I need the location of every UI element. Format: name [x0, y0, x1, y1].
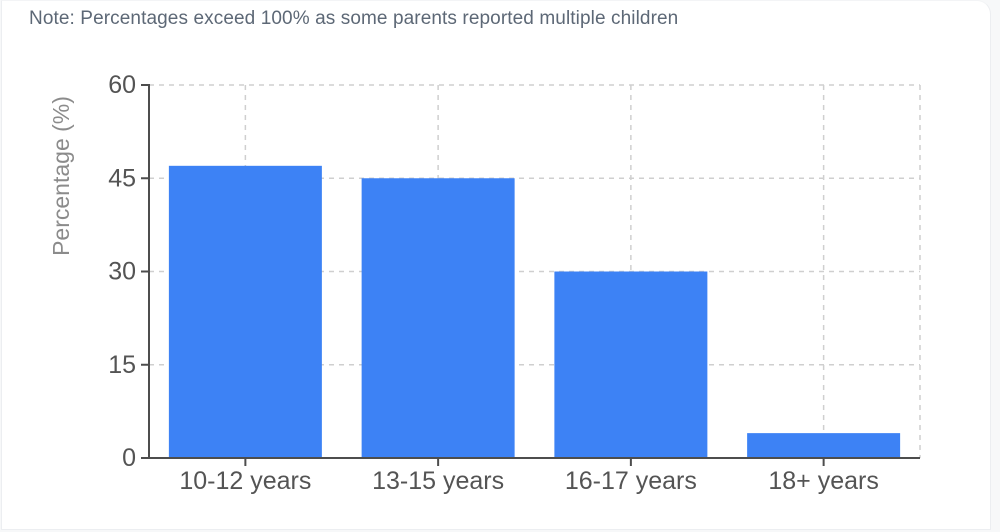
y-tick-label-45: 45: [108, 164, 136, 192]
chart-note: Note: Percentages exceed 100% as some pa…: [29, 8, 679, 29]
x-tick-label-16-17-years: 16-17 years: [565, 467, 697, 495]
bar-10-12-years: [168, 165, 322, 459]
y-tick-label-15: 15: [108, 351, 136, 379]
bar-18-years: [747, 433, 901, 458]
bar-13-15-years: [361, 178, 515, 458]
y-axis-title: Percentage (%): [48, 96, 74, 256]
y-tick-label-60: 60: [108, 71, 136, 99]
x-tick-label-13-15-years: 13-15 years: [372, 467, 504, 495]
y-tick-label-30: 30: [108, 258, 136, 286]
x-tick-label-10-12-years: 10-12 years: [179, 467, 311, 495]
bar-16-17-years: [554, 271, 708, 458]
y-tick-label-0: 0: [122, 444, 136, 472]
x-tick-label-18-years: 18+ years: [768, 467, 879, 495]
